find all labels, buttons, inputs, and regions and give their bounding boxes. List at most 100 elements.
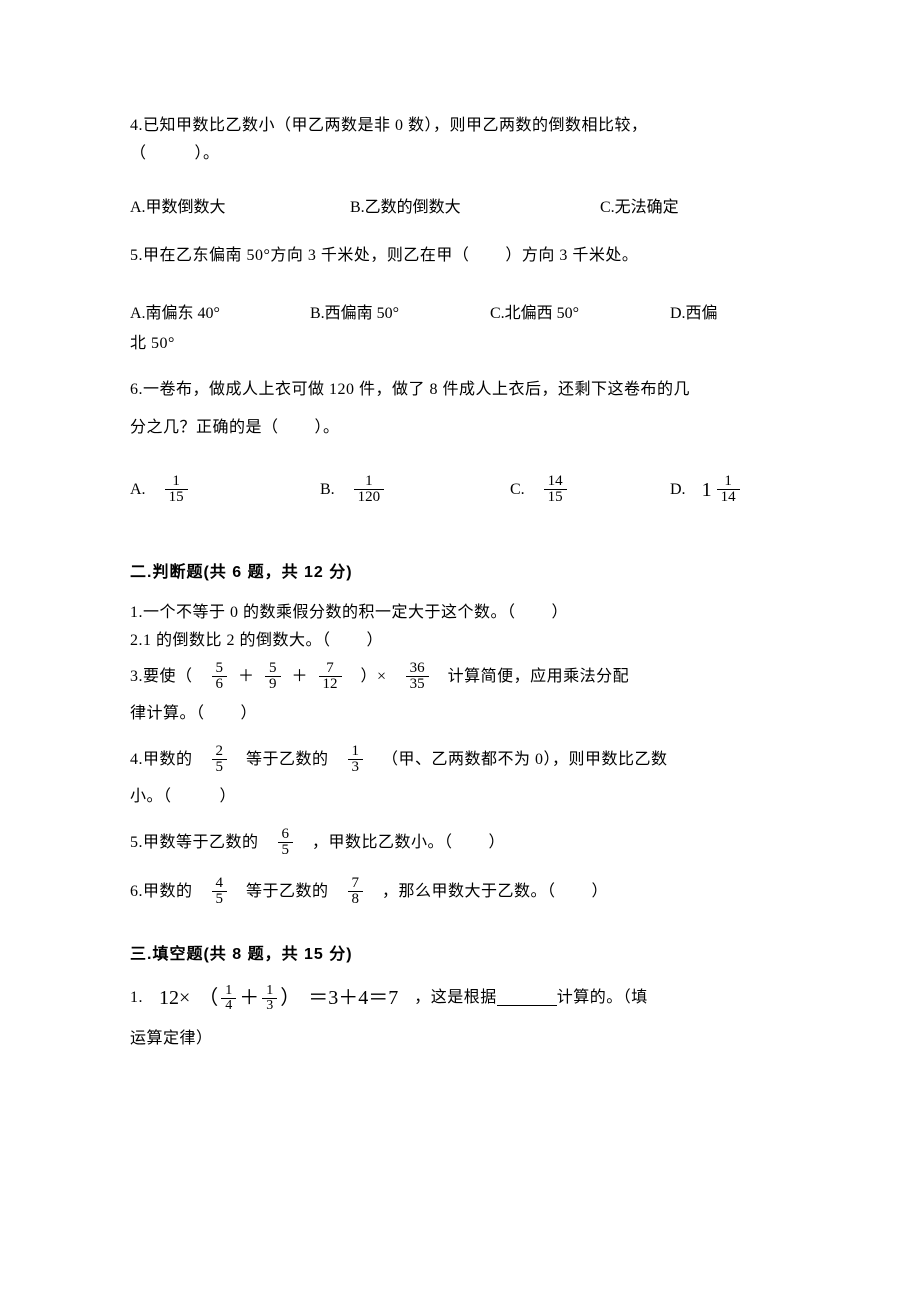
tf3-frac4: 3635: [406, 661, 429, 692]
tf1-suffix: ）: [552, 604, 569, 621]
q4-line1: 4.已知甲数比乙数小（甲乙两数是非 0 数），则甲乙两数的倒数相比较，: [130, 114, 790, 138]
frac-den: 5: [212, 891, 228, 907]
q6-d-label: D.: [670, 478, 686, 502]
section-2-title: 二.判断题(共 6 题，共 12 分): [130, 561, 790, 585]
q6-option-c[interactable]: C. 1415: [510, 474, 670, 505]
section-3-title: 三.填空题(共 8 题，共 15 分): [130, 943, 790, 967]
tf-question-2: 2.1 的倒数比 2 的倒数大。（ ）: [130, 629, 790, 653]
tf3-line2-prefix: 律计算。（: [130, 705, 205, 722]
q5-option-b[interactable]: B.西偏南 50°: [310, 302, 490, 326]
frac-num: 36: [406, 661, 429, 676]
frac-den: 5: [278, 842, 294, 858]
q6-c-fraction: 1415: [544, 474, 567, 505]
q5-suffix: ）方向 3 千米处。: [505, 247, 638, 264]
q4-line2: （）。: [130, 142, 790, 166]
tf-question-4-line1: 4.甲数的 25 等于乙数的 13 （甲、乙两数都不为 0），则甲数比乙数: [130, 744, 790, 775]
tf4-p1: 4.甲数的: [130, 748, 193, 772]
frac-num: 5: [212, 661, 228, 676]
plus-icon: ＋: [239, 983, 259, 1013]
fb1-frac1: 14: [221, 984, 236, 1013]
q5-options: A.南偏东 40° B.西偏南 50° C.北偏西 50° D.西偏: [130, 302, 790, 326]
q6-line2-suffix: ）。: [315, 419, 340, 436]
tf-question-5: 5.甲数等于乙数的 65 ，甲数比乙数小。（）: [130, 827, 790, 858]
times-icon: ×: [179, 983, 190, 1013]
fill-question-1-line2: 运算定律）: [130, 1027, 790, 1051]
frac-num: 6: [278, 827, 294, 842]
frac-den: 120: [354, 489, 385, 505]
frac-num: 1: [354, 474, 385, 489]
q6-line2-prefix: 分之几？正确的是（: [130, 419, 279, 436]
fb1-lead: 1.: [130, 986, 143, 1010]
frac-den: 14: [717, 489, 740, 505]
frac-num: 7: [319, 661, 342, 676]
tf3-frac1: 56: [212, 661, 228, 692]
fb1-expression: 12 × （ 14 ＋ 13 ） ＝3＋4＝7: [159, 983, 398, 1013]
frac-den: 9: [265, 676, 281, 692]
tf4-line2-suffix: ）: [220, 788, 237, 805]
tf4-p2: 等于乙数的: [246, 748, 329, 772]
frac-den: 15: [165, 489, 188, 505]
q4-option-a-label: A.甲数倒数大: [130, 196, 226, 220]
frac-den: 12: [319, 676, 342, 692]
tf2-prefix: 2.1 的倒数比 2 的倒数大。（: [130, 632, 331, 649]
tf3-tail: 计算简便，应用乘法分配: [448, 665, 630, 689]
plus-icon: ＋: [292, 665, 308, 689]
q4-option-a[interactable]: A.甲数倒数大: [130, 196, 350, 220]
tf4-line2-prefix: 小。（: [130, 788, 172, 805]
tf5-p3: ）: [489, 831, 506, 855]
q4-option-b[interactable]: B.乙数的倒数大: [350, 196, 600, 220]
tf6-frac2: 78: [348, 876, 364, 907]
close-paren: ）: [280, 983, 300, 1013]
q6-option-a[interactable]: A. 115: [130, 474, 320, 505]
q5-stem: 5.甲在乙东偏南 50°方向 3 千米处，则乙在甲（ ）方向 3 千米处。: [130, 244, 790, 268]
tf6-p3: ，那么甲数大于乙数。（: [382, 880, 556, 904]
q6-d-mixed-fraction: 1 114: [702, 474, 743, 505]
frac-den: 5: [212, 759, 228, 775]
q5-option-d[interactable]: D.西偏: [670, 302, 760, 326]
tf6-frac1: 45: [212, 876, 228, 907]
q4-option-c[interactable]: C.无法确定: [600, 196, 760, 220]
frac-num: 2: [212, 744, 228, 759]
q6-a-fraction: 115: [165, 474, 188, 505]
frac-den: 4: [221, 998, 236, 1013]
frac-den: 3: [348, 759, 364, 775]
q4-option-b-label: B.乙数的倒数大: [350, 196, 461, 220]
fb1-blank[interactable]: [497, 990, 557, 1005]
q6-option-b[interactable]: B. 1120: [320, 474, 510, 505]
frac-num: 1: [165, 474, 188, 489]
frac-num: 5: [265, 661, 281, 676]
q6-b-label: B.: [320, 478, 335, 502]
frac-num: 1: [348, 744, 364, 759]
q6-option-d[interactable]: D. 1 114: [670, 474, 790, 505]
q4-line2-open: （: [130, 145, 147, 162]
frac-den: 6: [212, 676, 228, 692]
mc-question-4: 4.已知甲数比乙数小（甲乙两数是非 0 数），则甲乙两数的倒数相比较， （）。 …: [130, 114, 790, 220]
tf3-frac3: 712: [319, 661, 342, 692]
tf-question-4-line2: 小。（ ）: [130, 785, 790, 809]
q5-option-c[interactable]: C.北偏西 50°: [490, 302, 670, 326]
q6-options: A. 115 B. 1120 C. 1415 D. 1 114: [130, 474, 790, 505]
q5-option-d-line2: 北 50°: [130, 332, 790, 356]
tf3-line2-suffix: ）: [241, 705, 258, 722]
fb1-frac2: 13: [262, 984, 277, 1013]
tf6-p4: ）: [592, 880, 609, 904]
q5-prefix: 5.甲在乙东偏南 50°方向 3 千米处，则乙在甲（: [130, 247, 469, 264]
q5-option-a[interactable]: A.南偏东 40°: [130, 302, 310, 326]
frac-den: 15: [544, 489, 567, 505]
mc-question-5: 5.甲在乙东偏南 50°方向 3 千米处，则乙在甲（ ）方向 3 千米处。 A.南…: [130, 244, 790, 356]
exam-page: 4.已知甲数比乙数小（甲乙两数是非 0 数），则甲乙两数的倒数相比较， （）。 …: [0, 0, 920, 1302]
plus-icon: ＋: [238, 665, 254, 689]
tf-question-1: 1.一个不等于 0 的数乘假分数的积一定大于这个数。（）: [130, 601, 790, 625]
frac-num: 7: [348, 876, 364, 891]
open-paren: （: [198, 983, 218, 1013]
tf5-frac1: 65: [278, 827, 294, 858]
mixed-whole: 1: [702, 475, 712, 505]
tf2-suffix: ）: [367, 632, 384, 649]
frac-num: 4: [212, 876, 228, 891]
fb1-tail: 计算的。（填: [557, 986, 648, 1010]
tf3-close-times: ）×: [361, 665, 387, 689]
tf5-p2: ，甲数比乙数小。（: [312, 831, 453, 855]
tf3-open: 3.要使（: [130, 665, 193, 689]
q5-option-d-label: D.西偏: [670, 302, 718, 326]
tf4-frac2: 13: [348, 744, 364, 775]
